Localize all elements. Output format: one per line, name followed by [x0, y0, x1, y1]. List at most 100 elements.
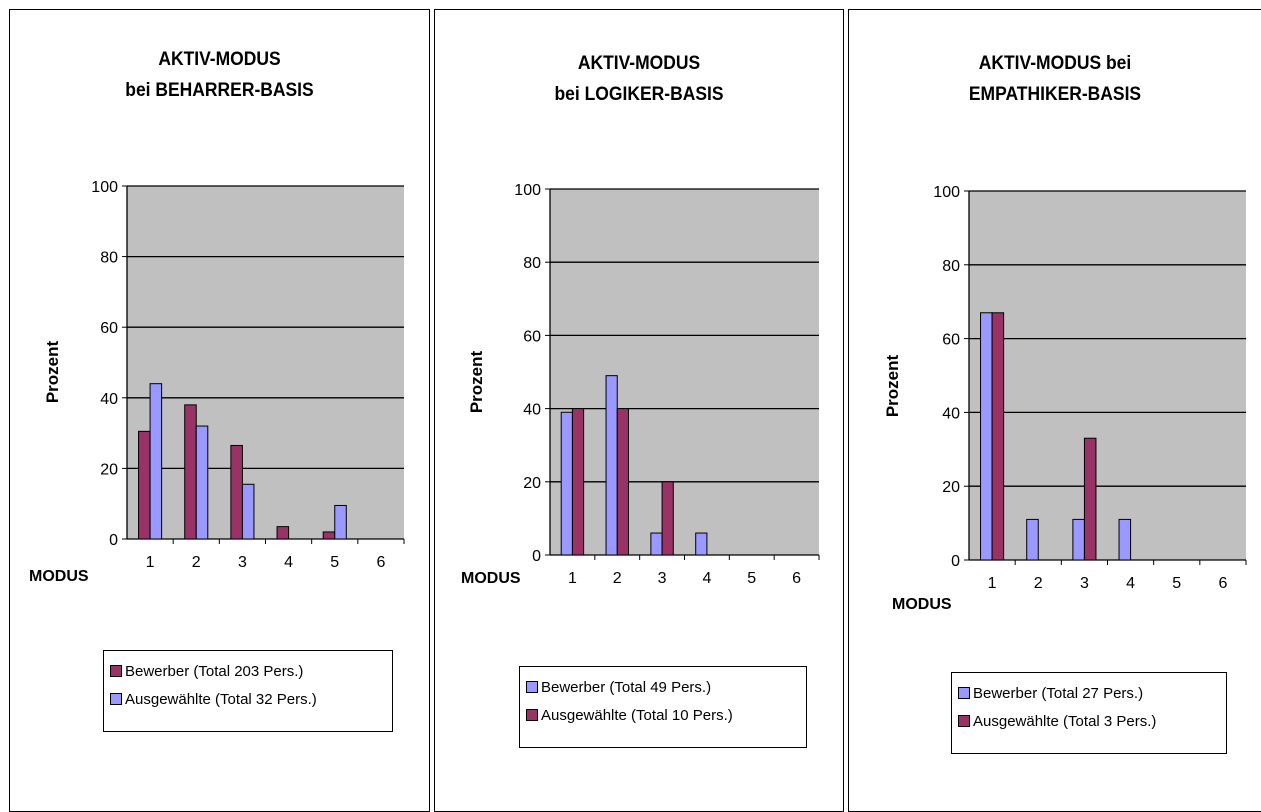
x-tick-label: 2: [1034, 575, 1043, 592]
x-tick-label: 4: [284, 554, 293, 571]
bar: [138, 430, 151, 540]
y-tick-label: 100: [91, 179, 118, 196]
x-tick-label: 5: [1172, 575, 1181, 592]
y-tick-label: 100: [514, 182, 541, 199]
legend-label: Ausgewählte (Total 10 Pers.): [541, 706, 733, 724]
x-tick-label: 6: [376, 554, 385, 571]
x-tick-label: 2: [613, 570, 622, 587]
x-tick-label: 6: [1218, 575, 1227, 592]
legend: Bewerber (Total 49 Pers.) Ausgewählte (T…: [519, 666, 807, 748]
legend-label: Bewerber (Total 49 Pers.): [541, 678, 712, 696]
bar-chart: 0 20 40 60 80 100 1 2 3 4 5 6 Prozent: [883, 184, 1247, 592]
legend-label: Ausgewählte (Total 32 Pers.): [125, 690, 317, 708]
x-tick-label: 5: [330, 554, 339, 571]
chart-title-line-2: bei BEHARRER-BASIS: [125, 80, 314, 101]
x-axis-label: MODUS: [29, 568, 89, 585]
chart-title-line-1: AKTIV-MODUS: [577, 53, 701, 74]
y-tick-label: 0: [532, 548, 541, 565]
bar: [184, 404, 197, 540]
chart-title-line-1: AKTIV-MODUS bei: [978, 53, 1132, 74]
x-tick-label: 1: [568, 570, 577, 587]
legend-label: Bewerber (Total 203 Pers.): [125, 662, 304, 680]
plot-area: [550, 189, 819, 555]
x-tick-label: 3: [238, 554, 247, 571]
legend-label: Ausgewählte (Total 3 Pers.): [973, 712, 1157, 730]
y-tick-label: 40: [942, 405, 960, 422]
y-axis-label: Prozent: [43, 340, 62, 403]
x-tick-label: 4: [702, 570, 711, 587]
y-tick-label: 60: [100, 320, 118, 337]
bar-chart: 0 20 40 60 80 100 1 2 3 4 5 6 Prozent: [467, 182, 820, 587]
plot-area: [127, 186, 404, 539]
legend-item: Ausgewählte (Total 3 Pers.): [958, 709, 1226, 733]
bar: [605, 375, 618, 556]
y-axis-label: Prozent: [883, 354, 902, 417]
y-tick-label: 40: [100, 391, 118, 408]
bar-chart: 0 20 40 60 80 100 1 2 3 4 5 6 Prozent: [43, 179, 405, 571]
bar: [661, 481, 674, 556]
bar: [991, 312, 1005, 561]
bar: [616, 408, 629, 556]
y-tick-label: 80: [942, 258, 960, 275]
y-tick-label: 20: [942, 479, 960, 496]
x-tick-label: 3: [658, 570, 667, 587]
legend-item: Bewerber (Total 27 Pers.): [958, 681, 1226, 705]
legend-label: Bewerber (Total 27 Pers.): [973, 684, 1144, 702]
bar: [276, 526, 290, 540]
bar: [1026, 518, 1039, 561]
bar: [334, 504, 347, 540]
x-tick-label: 1: [988, 575, 997, 592]
y-tick-label: 0: [951, 553, 960, 570]
y-tick-label: 20: [523, 475, 541, 492]
y-axis-label: Prozent: [467, 350, 486, 413]
legend-swatch: [958, 687, 970, 699]
legend-swatch: [110, 693, 122, 705]
chart-title-line-1: AKTIV-MODUS: [158, 49, 281, 70]
x-tick-label: 1: [146, 554, 155, 571]
chart-title-line-2: bei LOGIKER-BASIS: [554, 84, 724, 105]
bar: [695, 532, 708, 556]
chart-panel-logiker: AKTIV-MODUS bei LOGIKER-BASIS 0 20 40 60 80 1…: [434, 9, 844, 812]
legend-swatch: [526, 709, 538, 721]
legend-item: Bewerber (Total 49 Pers.): [526, 675, 806, 699]
x-tick-label: 4: [1126, 575, 1135, 592]
x-tick-label: 5: [747, 570, 756, 587]
bar: [1118, 518, 1132, 561]
bar: [241, 483, 255, 540]
legend-swatch: [110, 665, 122, 677]
legend-swatch: [526, 681, 538, 693]
bar: [560, 411, 573, 556]
chart-panel-beharrer: AKTIV-MODUS bei BEHARRER-BASIS 0 20 40 60 80…: [9, 9, 430, 812]
y-tick-label: 60: [523, 328, 541, 345]
bar: [1072, 518, 1085, 561]
x-axis-label: MODUS: [461, 570, 521, 587]
y-tick-label: 40: [523, 402, 541, 419]
chart-title: AKTIV-MODUS bei LOGIKER-BASIS: [451, 48, 826, 110]
bar: [650, 532, 663, 556]
plot-area: [969, 191, 1246, 560]
x-tick-label: 2: [192, 554, 201, 571]
y-tick-label: 80: [100, 250, 118, 267]
y-tick-label: 80: [523, 255, 541, 272]
x-tick-label: 6: [792, 570, 801, 587]
legend: Bewerber (Total 27 Pers.) Ausgewählte (T…: [951, 672, 1227, 754]
bar: [980, 312, 993, 561]
legend: Bewerber (Total 203 Pers.) Ausgewählte (…: [103, 650, 393, 732]
legend-item: Ausgewählte (Total 32 Pers.): [110, 687, 392, 711]
y-tick-label: 0: [109, 532, 118, 549]
y-tick-label: 60: [942, 332, 960, 349]
chart-title: AKTIV-MODUS bei EMPATHIKER-BASIS: [865, 48, 1244, 110]
chart-title-line-2: EMPATHIKER-BASIS: [968, 84, 1142, 105]
legend-swatch: [958, 715, 970, 727]
chart-panel-empathiker: AKTIV-MODUS bei EMPATHIKER-BASIS 0 20 40 60…: [848, 9, 1261, 812]
bar: [571, 408, 585, 556]
bar: [195, 425, 209, 540]
y-tick-label: 20: [100, 461, 118, 478]
legend-item: Bewerber (Total 203 Pers.): [110, 659, 392, 683]
bar: [149, 383, 163, 540]
bar: [322, 531, 336, 540]
y-tick-label: 100: [933, 184, 960, 201]
bar: [230, 444, 243, 540]
x-axis-label: MODUS: [892, 596, 952, 613]
bar: [1083, 437, 1097, 561]
